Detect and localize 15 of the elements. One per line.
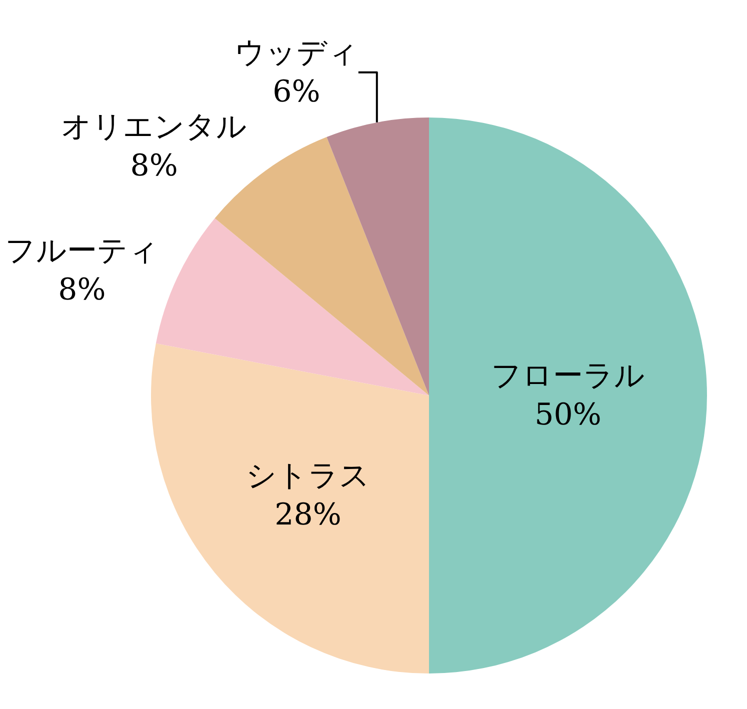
slice-label: フルーティ [4,233,159,268]
data-label: 8% [58,272,106,308]
data-label: 8% [130,148,178,184]
data-label: 50% [534,398,602,432]
pie-slice [429,118,706,674]
slice-label: フローラル [491,358,645,394]
slice-label: ウッディ [234,35,358,70]
slice-label: オリエンタル [61,109,248,144]
pie-slice [152,343,429,674]
pie-slice [326,118,429,396]
pie-slice [156,218,429,396]
data-label: 6% [272,74,320,110]
slice-label: シトラス [246,458,370,494]
pie-slice [214,137,429,396]
data-label: 28% [274,498,342,533]
